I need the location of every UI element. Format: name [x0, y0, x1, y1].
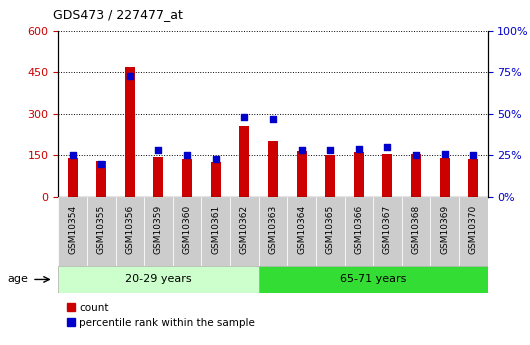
Bar	[459, 197, 488, 266]
Bar	[469, 159, 478, 197]
Point	[412, 152, 420, 158]
Text: GSM10366: GSM10366	[355, 205, 363, 254]
Bar	[259, 266, 488, 293]
Bar	[354, 152, 364, 197]
Bar	[344, 197, 373, 266]
Text: GSM10367: GSM10367	[383, 205, 392, 254]
Text: 20-29 years: 20-29 years	[125, 275, 192, 284]
Point	[68, 152, 77, 158]
Bar	[259, 197, 287, 266]
Bar	[325, 155, 335, 197]
Point	[269, 116, 277, 121]
Point	[97, 161, 105, 166]
Bar	[230, 197, 259, 266]
Point	[126, 73, 134, 79]
Bar	[96, 161, 106, 197]
Text: GSM10359: GSM10359	[154, 205, 163, 254]
Point	[297, 148, 306, 153]
Bar	[125, 67, 135, 197]
Bar	[201, 197, 230, 266]
Bar	[240, 126, 249, 197]
Text: GSM10360: GSM10360	[183, 205, 191, 254]
Bar	[402, 197, 430, 266]
Text: GSM10368: GSM10368	[412, 205, 420, 254]
Bar	[373, 197, 402, 266]
Point	[355, 146, 363, 151]
Point	[440, 151, 449, 156]
Text: GSM10369: GSM10369	[440, 205, 449, 254]
Text: GSM10370: GSM10370	[469, 205, 478, 254]
Point	[240, 115, 249, 120]
Bar	[87, 197, 116, 266]
Bar	[383, 154, 392, 197]
Point	[383, 144, 392, 150]
Text: GSM10362: GSM10362	[240, 205, 249, 254]
Text: age: age	[7, 275, 28, 284]
Text: GSM10356: GSM10356	[126, 205, 134, 254]
Point	[326, 148, 334, 153]
Bar	[58, 197, 87, 266]
Legend: count, percentile rank within the sample: count, percentile rank within the sample	[64, 298, 259, 332]
Bar	[68, 158, 77, 197]
Bar	[268, 141, 278, 197]
Text: GSM10354: GSM10354	[68, 205, 77, 254]
Text: 65-71 years: 65-71 years	[340, 275, 407, 284]
Point	[211, 156, 220, 161]
Bar	[58, 266, 259, 293]
Point	[183, 152, 191, 158]
Text: GSM10355: GSM10355	[97, 205, 105, 254]
Text: GSM10361: GSM10361	[211, 205, 220, 254]
Bar	[182, 159, 192, 197]
Bar	[440, 158, 449, 197]
Bar	[154, 157, 163, 197]
Bar	[144, 197, 173, 266]
Bar	[173, 197, 201, 266]
Bar	[411, 154, 421, 197]
Bar	[297, 151, 306, 197]
Bar	[211, 162, 220, 197]
Text: GDS473 / 227477_at: GDS473 / 227477_at	[53, 8, 183, 21]
Point	[154, 148, 163, 153]
Bar	[116, 197, 144, 266]
Bar	[287, 197, 316, 266]
Text: GSM10365: GSM10365	[326, 205, 334, 254]
Bar	[316, 197, 344, 266]
Text: GSM10364: GSM10364	[297, 205, 306, 254]
Text: GSM10363: GSM10363	[269, 205, 277, 254]
Point	[469, 152, 478, 158]
Bar	[430, 197, 459, 266]
